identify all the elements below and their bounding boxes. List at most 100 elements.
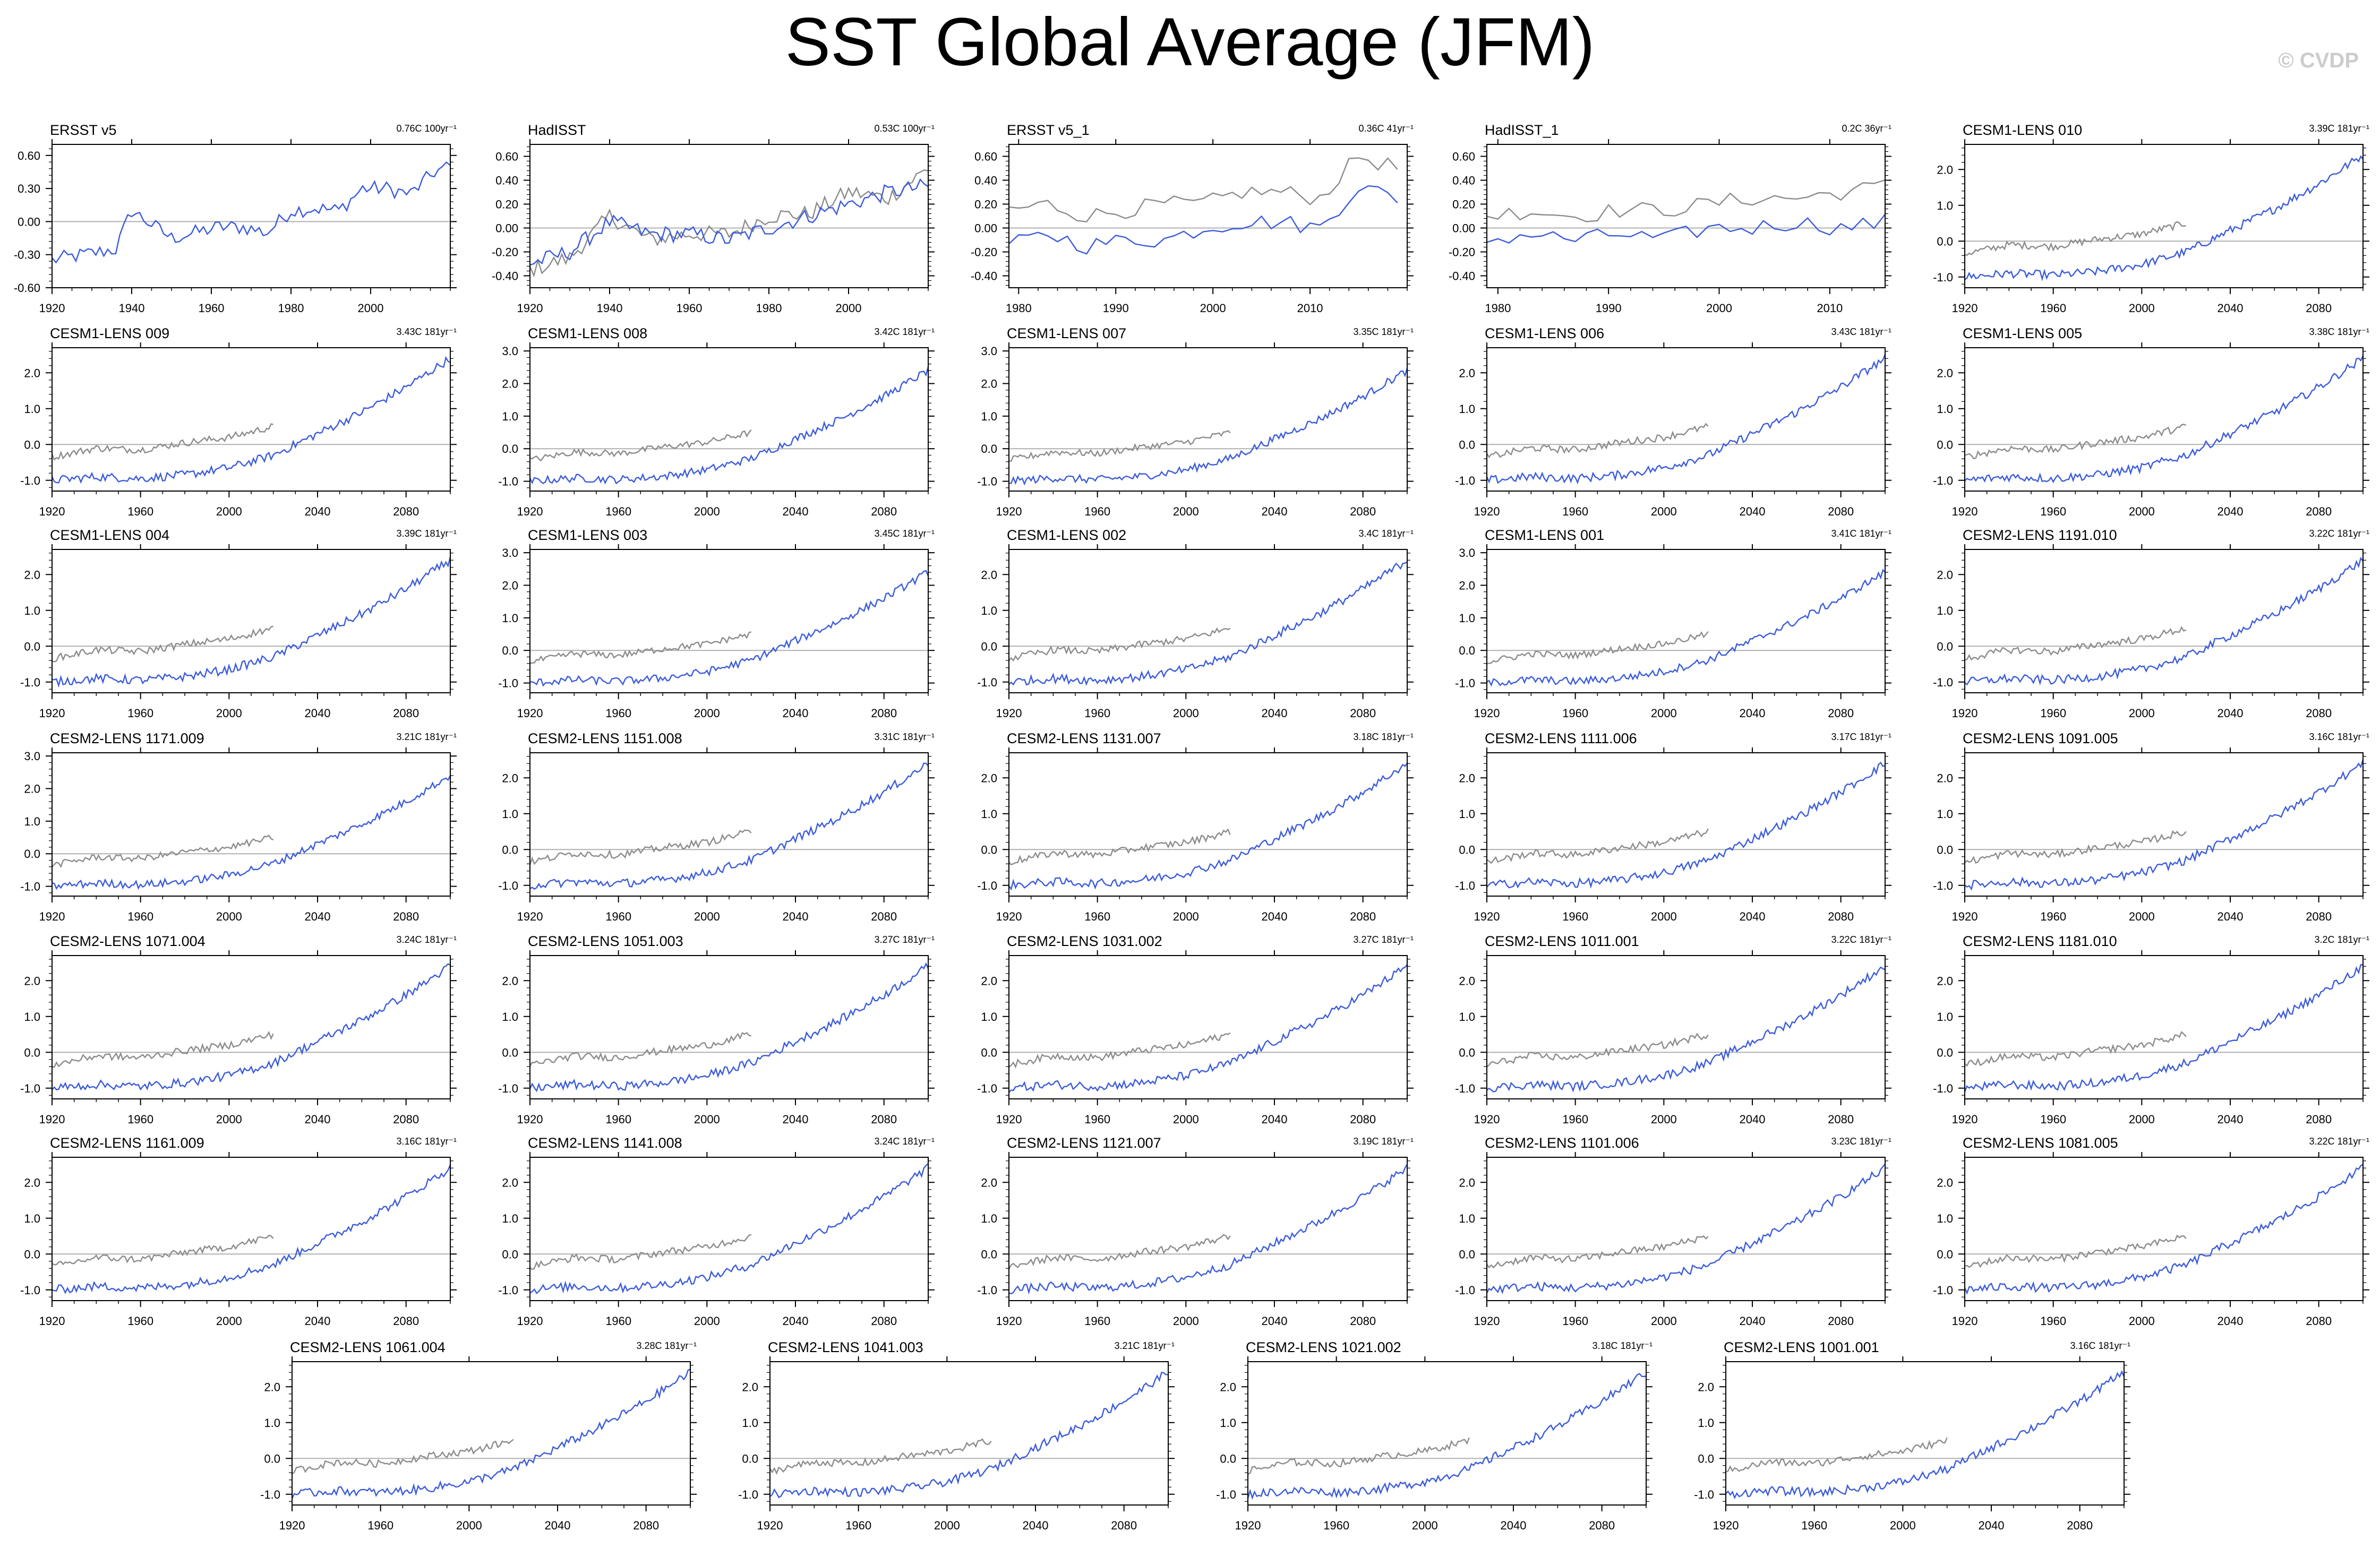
y-tick-label: 0.0 [1937, 1046, 1953, 1059]
y-tick-label: 2.0 [1459, 771, 1475, 785]
x-tick-label: 1920 [996, 910, 1022, 923]
series-line [529, 366, 929, 485]
y-tick-label: 1.0 [981, 604, 997, 617]
chart-panel: CESM2-LENS 1001.001 3.16C 181yr⁻¹ 1920 1960… [1694, 1339, 2130, 1532]
x-tick-label: 1960 [1323, 1519, 1349, 1532]
plot-frame [529, 955, 929, 1099]
credit-watermark: © CVDP [2278, 49, 2359, 72]
x-tick-label: 1920 [1952, 707, 1978, 720]
x-tick-label: 1960 [127, 505, 153, 518]
y-tick-label: 0.0 [1220, 1452, 1236, 1465]
y-tick-label: -1.0 [977, 475, 997, 488]
x-tick-label: 2000 [216, 707, 242, 720]
chart-panel: CESM2-LENS 1111.006 3.17C 181yr⁻¹ 1920 1960… [1455, 730, 1891, 923]
plot-frame [1964, 549, 2364, 693]
panel-title: CESM1-LENS 005 [1963, 325, 2082, 341]
y-tick-label: 0.0 [1459, 1046, 1475, 1059]
plot-frame [1964, 752, 2364, 897]
y-tick-label: 2.0 [1937, 568, 1953, 581]
series-line [1008, 430, 1231, 462]
y-tick-label: 2.0 [1220, 1380, 1236, 1394]
chart-panel: CESM1-LENS 010 3.39C 181yr⁻¹ 1920 1960 2000 2… [1933, 122, 2369, 315]
y-tick-label: 3.0 [502, 345, 518, 358]
y-tick-label: 1.0 [1937, 807, 1953, 821]
y-tick-label: -1.0 [20, 474, 40, 487]
series-line [1725, 1370, 2125, 1500]
y-tick-label: 0.30 [18, 182, 40, 195]
x-tick-label: 1960 [845, 1519, 871, 1532]
series-line [292, 1439, 514, 1475]
trend-label: 3.19C 181yr⁻¹ [1353, 1136, 1414, 1147]
x-tick-label: 1980 [756, 302, 782, 315]
x-tick-label: 1960 [127, 707, 153, 720]
panel-title: CESM2-LENS 1031.002 [1007, 933, 1162, 949]
x-tick-label: 2000 [694, 910, 720, 923]
series-line [1008, 185, 1398, 255]
y-tick-label: -1.0 [1933, 271, 1953, 284]
plot-frame [529, 549, 929, 693]
y-tick-label: 0.0 [264, 1452, 280, 1465]
y-tick-label: 1.0 [1937, 199, 1953, 212]
x-tick-label: 2080 [1350, 1113, 1376, 1126]
trend-label: 3.4C 181yr⁻¹ [1358, 528, 1414, 539]
x-tick-label: 1920 [517, 1113, 543, 1126]
series-line [1964, 221, 2186, 256]
y-tick-label: -1.0 [977, 1082, 997, 1095]
series-line [1009, 367, 1408, 486]
y-tick-label: -0.40 [492, 270, 518, 283]
plot-frame [529, 1157, 929, 1301]
series-line [1008, 1164, 1408, 1295]
y-tick-label: -0.40 [1449, 270, 1475, 283]
series-line [529, 570, 929, 687]
chart-panel: HadISST_1 0.2C 36yr⁻¹ 1980 1990 2000 2010 -0.4… [1449, 122, 1891, 315]
y-tick-label: 0.60 [495, 150, 518, 164]
x-tick-label: 2040 [305, 505, 331, 518]
y-tick-label: 1.0 [1459, 1010, 1475, 1024]
y-tick-label: 1.0 [24, 402, 40, 416]
y-tick-label: 0.00 [18, 215, 40, 228]
x-tick-label: 1920 [996, 1314, 1022, 1328]
x-tick-label: 2080 [1828, 1113, 1854, 1126]
chart-panel: HadISST 0.53C 100yr⁻¹ 1920 1940 1960 1980 2000… [492, 122, 935, 315]
plot-frame [52, 144, 451, 288]
y-tick-label: 0.20 [495, 198, 518, 211]
y-tick-label: -0.20 [971, 246, 997, 259]
x-tick-label: 2080 [1350, 1314, 1376, 1328]
x-tick-label: 1960 [1562, 1314, 1588, 1328]
y-tick-label: -1.0 [1455, 474, 1475, 487]
x-tick-label: 1960 [605, 505, 631, 518]
y-tick-label: -1.0 [498, 879, 518, 892]
y-tick-label: 2.0 [24, 366, 40, 380]
y-tick-label: 0.0 [1459, 438, 1475, 451]
plot-frame [1008, 752, 1408, 897]
x-tick-label: 1920 [279, 1519, 305, 1532]
x-tick-label: 2000 [1173, 505, 1199, 518]
y-tick-label: 1.0 [742, 1416, 758, 1430]
x-tick-label: 1960 [127, 1113, 153, 1126]
chart-panel: CESM1-LENS 002 3.4C 181yr⁻¹ 1920 1960 2000 20… [977, 527, 1414, 720]
x-tick-label: 2040 [1740, 1113, 1766, 1126]
panel-title: CESM2-LENS 1141.008 [528, 1135, 682, 1151]
x-tick-label: 2000 [216, 1113, 242, 1126]
chart-panel: ERSST v5_1 0.36C 41yr⁻¹ 1980 1990 2000 2010 -0… [971, 122, 1414, 315]
y-tick-label: 1.0 [981, 807, 997, 821]
series-line [1486, 761, 1886, 889]
trend-label: 3.43C 181yr⁻¹ [1831, 326, 1891, 337]
y-tick-label: 1.0 [981, 1010, 997, 1024]
series-line [1008, 1032, 1231, 1069]
plot-frame [1008, 549, 1408, 693]
series-line [1964, 1234, 2187, 1268]
x-tick-label: 2000 [216, 1314, 242, 1328]
x-tick-label: 1940 [597, 302, 623, 315]
panel-title: CESM2-LENS 1111.006 [1485, 730, 1637, 746]
x-tick-label: 1960 [1084, 910, 1110, 923]
y-tick-label: 0.40 [974, 174, 997, 187]
y-tick-label: -1.0 [1933, 1082, 1953, 1095]
x-tick-label: 1920 [39, 1314, 65, 1328]
x-tick-label: 2080 [1828, 505, 1854, 518]
series-line [51, 356, 451, 484]
y-tick-label: 0.0 [24, 640, 40, 653]
series-line [52, 1234, 274, 1266]
panel-title: CESM2-LENS 1151.008 [528, 730, 682, 746]
